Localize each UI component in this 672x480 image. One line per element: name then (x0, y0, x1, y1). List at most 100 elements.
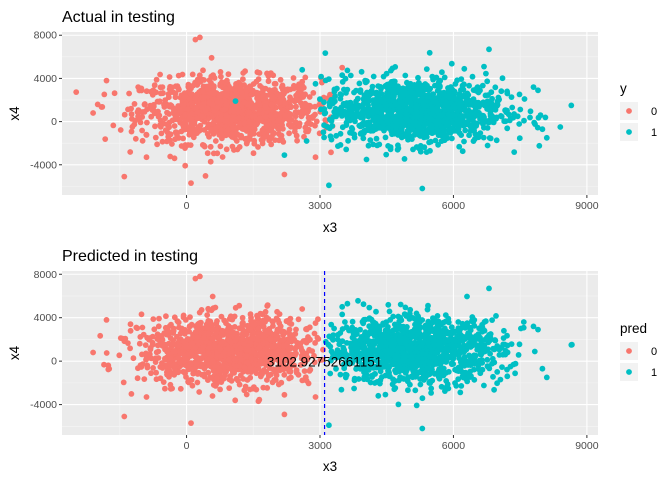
data-point (166, 86, 173, 92)
data-point (175, 342, 182, 349)
data-point (357, 326, 363, 333)
data-point (111, 90, 118, 97)
data-point (535, 326, 541, 333)
data-point (491, 386, 497, 393)
data-point (129, 123, 136, 130)
data-point (480, 134, 487, 141)
data-point (459, 148, 466, 155)
data-point (254, 337, 261, 344)
data-point (153, 376, 160, 383)
data-point (174, 333, 180, 340)
data-point (461, 362, 468, 369)
data-point (312, 320, 319, 326)
data-point (312, 394, 319, 400)
data-point (521, 96, 528, 102)
data-point (188, 180, 194, 187)
data-point (190, 370, 197, 377)
data-point (228, 366, 234, 372)
data-point (217, 82, 224, 89)
data-point (415, 74, 421, 81)
data-point (271, 130, 277, 137)
data-point (241, 125, 248, 132)
data-point (479, 366, 486, 373)
data-point (218, 127, 224, 134)
data-point (356, 80, 363, 87)
data-point (272, 111, 279, 118)
data-point (224, 77, 230, 84)
data-point (190, 134, 197, 141)
data-point (200, 88, 206, 95)
data-point (143, 131, 150, 138)
data-point (160, 379, 167, 385)
data-point (433, 120, 439, 127)
data-point (208, 54, 215, 61)
data-point (516, 121, 523, 127)
data-point (424, 357, 430, 364)
data-point (516, 341, 523, 348)
data-point (363, 156, 370, 163)
data-point (402, 72, 409, 79)
data-point (460, 369, 467, 376)
data-point (218, 117, 224, 123)
data-point (188, 360, 195, 366)
data-point (175, 319, 182, 326)
data-point (511, 149, 518, 156)
data-point (90, 349, 96, 356)
data-point (278, 84, 285, 91)
data-point (390, 313, 397, 320)
y-tick-label: 0 (51, 356, 57, 368)
data-point (240, 341, 247, 347)
data-point (484, 78, 491, 85)
data-point (201, 334, 207, 341)
data-point (267, 112, 274, 119)
data-point (539, 365, 546, 372)
data-point (400, 350, 407, 357)
data-point (236, 351, 243, 358)
data-point (155, 355, 162, 361)
data-point (377, 377, 384, 384)
data-point (187, 142, 194, 149)
data-point (371, 380, 378, 386)
data-point (461, 65, 468, 72)
data-point (232, 343, 239, 349)
data-point (126, 90, 132, 97)
x-axis-label: x3 (323, 220, 337, 235)
data-point (260, 317, 267, 324)
data-point (219, 338, 226, 345)
data-point (171, 123, 178, 129)
data-point (192, 353, 199, 360)
data-point (240, 320, 246, 327)
data-point (262, 103, 269, 110)
data-point (155, 323, 162, 330)
data-point (336, 341, 343, 348)
data-point (167, 335, 174, 342)
data-point (413, 108, 420, 114)
data-point (200, 344, 207, 350)
legend-swatch (626, 348, 632, 354)
data-point (438, 357, 444, 364)
data-point (284, 318, 291, 324)
data-point (504, 349, 511, 356)
data-point (139, 351, 145, 358)
data-point (128, 105, 135, 112)
data-point (424, 92, 430, 99)
data-point (527, 114, 533, 121)
data-point (397, 301, 404, 308)
data-point (105, 366, 112, 373)
data-point (195, 321, 202, 328)
data-point (219, 327, 226, 334)
data-point (314, 334, 321, 341)
data-point (219, 154, 226, 160)
data-point (233, 375, 240, 382)
data-point (216, 93, 223, 99)
data-point (256, 70, 263, 76)
data-point (542, 114, 549, 121)
data-point (302, 100, 308, 107)
data-point (531, 348, 538, 355)
data-point (366, 304, 373, 311)
data-point (432, 137, 439, 144)
data-point (428, 138, 434, 145)
data-point (304, 354, 311, 361)
data-point (269, 343, 275, 350)
data-point (448, 354, 454, 361)
